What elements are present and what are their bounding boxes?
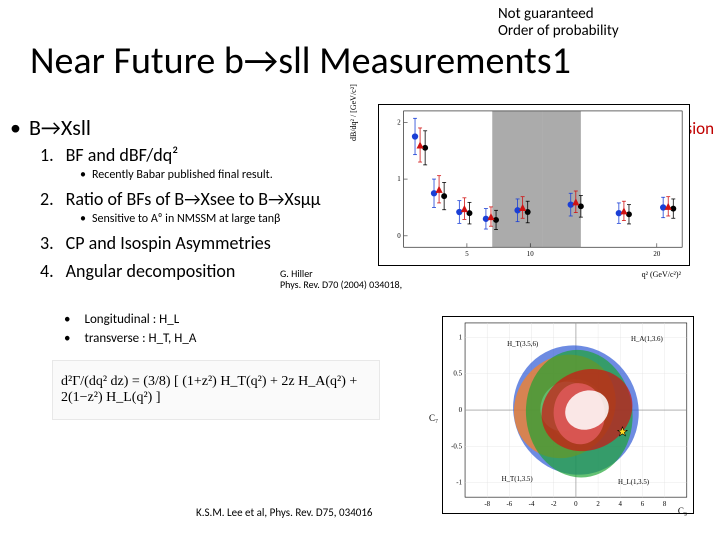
svg-text:H_T(3.5,6): H_T(3.5,6): [507, 341, 538, 348]
chart-svg: -8 -6 -4 -2 0 2 4 6 8 -1 -0.5 0 0.5 1 H_A(1,3.6) H_T(3.…: [443, 317, 693, 513]
top-note: Not guaranteed Order of probability: [498, 6, 619, 41]
svg-text:-2: -2: [551, 501, 557, 508]
formula-box: d²Γ/(dq² dz) = (3/8) [ (1+z²) H_T(q²) + …: [52, 360, 380, 420]
list-item-1: 1. BF and dBF/dq² • Recently Babar publis…: [40, 144, 380, 182]
svg-text:6: 6: [641, 501, 645, 508]
chart-svg: 5 10 20 0 1 2: [379, 105, 689, 265]
item-text: BF and dBF/dq²: [66, 144, 179, 166]
sub-dot-icon: •: [80, 212, 86, 226]
svg-text:2: 2: [596, 501, 600, 508]
svg-text:1: 1: [397, 176, 401, 183]
list-item-2: 2. Ratio of BFs of B→Xsee to B→Xsμμ • Sen…: [40, 188, 380, 226]
sub-bullet-1: • Longitudinal : H_L: [64, 312, 196, 327]
chart-ylabel: dB/dq² / [GeV/c²]: [349, 84, 358, 141]
chart-dbdq2: dB/dq² / [GeV/c²] q² (GeV/c²)² 51020012: [378, 104, 690, 266]
numbered-list: 1. BF and dBF/dq² • Recently Babar publis…: [40, 144, 380, 288]
item-number: 3.: [40, 232, 62, 254]
item-subnote: • Recently Babar published final result.: [80, 168, 380, 182]
top-note-l1: Not guaranteed: [498, 6, 619, 23]
svg-text:-6: -6: [507, 501, 513, 508]
svg-text:5: 5: [465, 251, 469, 258]
svg-text:2: 2: [397, 119, 401, 126]
svg-text:10: 10: [527, 251, 534, 258]
svg-text:-4: -4: [529, 501, 535, 508]
sub-bullet-list: • Longitudinal : H_L • transverse : H_T, H…: [64, 312, 196, 350]
cite-line: Phys. Rev. D70 (2004) 034018,: [280, 279, 402, 290]
item-text: Ratio of BFs of B→Xsee to B→Xsμμ: [66, 188, 321, 210]
item-text: CP and Isospin Asymmetries: [66, 232, 271, 254]
item-number: 4.: [40, 260, 62, 282]
svg-text:H_T(1,3.5): H_T(1,3.5): [502, 476, 533, 483]
sub-dot-icon: •: [64, 312, 70, 327]
svg-text:0.5: 0.5: [453, 371, 462, 378]
item-number: 2.: [40, 188, 62, 210]
svg-text:H_L(1,3.5): H_L(1,3.5): [618, 479, 649, 486]
subnote-text: Recently Babar published final result.: [92, 168, 273, 182]
svg-text:8: 8: [663, 501, 667, 508]
svg-text:-1: -1: [456, 480, 462, 487]
sub-bullet-text: transverse : H_T, H_A: [84, 331, 196, 346]
sub-dot-icon: •: [80, 168, 86, 182]
subnote-text: Sensitive to A⁰ in NMSSM at large tanβ: [92, 212, 280, 226]
svg-text:-0.5: -0.5: [451, 443, 462, 450]
svg-text:-8: -8: [484, 501, 490, 508]
chart-xlabel: q² (GeV/c²)²: [642, 270, 681, 279]
chart-constraints: C₇ C₉ -8-6-4-202468-1-0.500.51H_A(1,3.6)…: [442, 316, 694, 514]
item-subnote: • Sensitive to A⁰ in NMSSM at large tanβ: [80, 212, 380, 226]
item-text: Angular decomposition: [66, 260, 236, 282]
svg-text:0: 0: [459, 407, 463, 414]
bullet-dot-icon: •: [10, 114, 21, 141]
page-title: Near Future b→sll Measurements1: [30, 38, 571, 84]
sub-dot-icon: •: [64, 331, 70, 346]
item-number: 1.: [40, 144, 62, 166]
svg-text:4: 4: [619, 501, 623, 508]
svg-text:1: 1: [459, 334, 463, 341]
chart-xlabel: C₉: [678, 506, 687, 516]
citation-lee: K.S.M. Lee et al, Phys. Rev. D75, 034016: [196, 506, 373, 519]
svg-text:0: 0: [397, 233, 401, 240]
svg-text:20: 20: [653, 251, 660, 258]
main-bullet: • B→Xsll: [10, 114, 91, 141]
sub-bullet-2: • transverse : H_T, H_A: [64, 331, 196, 346]
main-bullet-text: B→Xsll: [29, 114, 91, 141]
list-item-3: 3. CP and Isospin Asymmetries: [40, 232, 380, 254]
svg-text:H_A(1,3.6): H_A(1,3.6): [631, 336, 663, 343]
chart-ylabel: C₇: [429, 413, 438, 423]
svg-text:0: 0: [574, 501, 578, 508]
sub-bullet-text: Longitudinal : H_L: [84, 312, 179, 327]
citation-hiller: G. Hiller Phys. Rev. D70 (2004) 034018,: [280, 268, 402, 290]
